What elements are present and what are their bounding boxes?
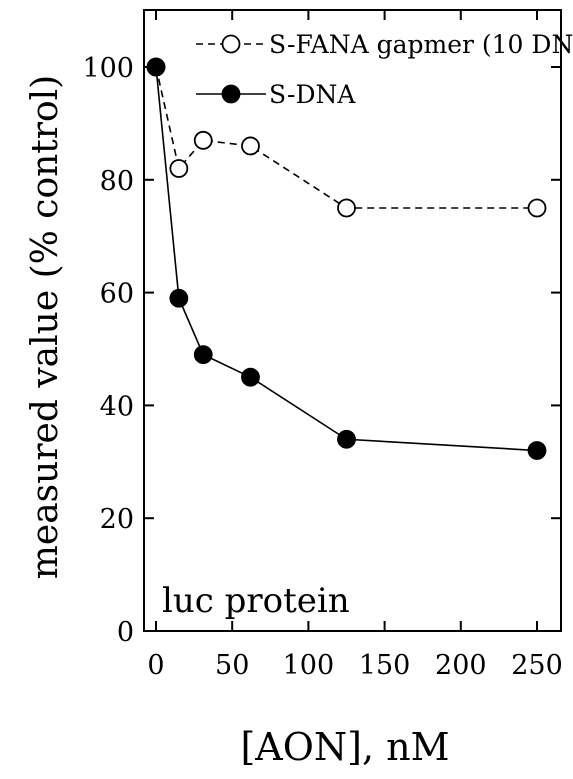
y-tick-label-0: 0 bbox=[117, 617, 134, 648]
series-1-point bbox=[170, 160, 187, 177]
y-tick-label-80: 80 bbox=[100, 166, 134, 197]
series-2-point bbox=[338, 431, 355, 448]
legend-marker-1 bbox=[223, 36, 240, 53]
x-tick-label-200: 200 bbox=[435, 650, 487, 681]
series-1-point bbox=[529, 200, 546, 217]
series-2-point bbox=[195, 346, 212, 363]
x-tick-label-50: 50 bbox=[215, 650, 249, 681]
series-2-point bbox=[148, 59, 165, 76]
y-tick-label-40: 40 bbox=[100, 391, 134, 422]
y-tick-label-20: 20 bbox=[100, 504, 134, 535]
series-1-point bbox=[242, 137, 259, 154]
y-axis-label: measured value (% control) bbox=[25, 75, 66, 579]
series-1-point bbox=[338, 200, 355, 217]
x-tick-label-150: 150 bbox=[359, 650, 411, 681]
x-tick-label-100: 100 bbox=[283, 650, 335, 681]
legend-label-2: S-DNA bbox=[269, 80, 356, 109]
x-tick-label-0: 0 bbox=[147, 650, 164, 681]
series-1-point bbox=[195, 132, 212, 149]
y-tick-label-60: 60 bbox=[100, 279, 134, 310]
legend-label-1: S-FANA gapmer (10 DNA) bbox=[269, 30, 573, 59]
legend-marker-2 bbox=[223, 86, 240, 103]
series-2-point bbox=[529, 442, 546, 459]
series-2 bbox=[148, 59, 546, 460]
y-tick-label-100: 100 bbox=[82, 53, 134, 84]
x-axis-label: [AON], nM bbox=[240, 725, 449, 769]
annotation-luc-protein: luc protein bbox=[162, 581, 350, 621]
legend: S-FANA gapmer (10 DNA) S-DNA bbox=[196, 30, 573, 109]
series-2-line bbox=[156, 67, 537, 451]
series-layer bbox=[148, 59, 546, 460]
series-2-point bbox=[170, 290, 187, 307]
series-2-point bbox=[242, 369, 259, 386]
x-tick-label-250: 250 bbox=[511, 650, 563, 681]
